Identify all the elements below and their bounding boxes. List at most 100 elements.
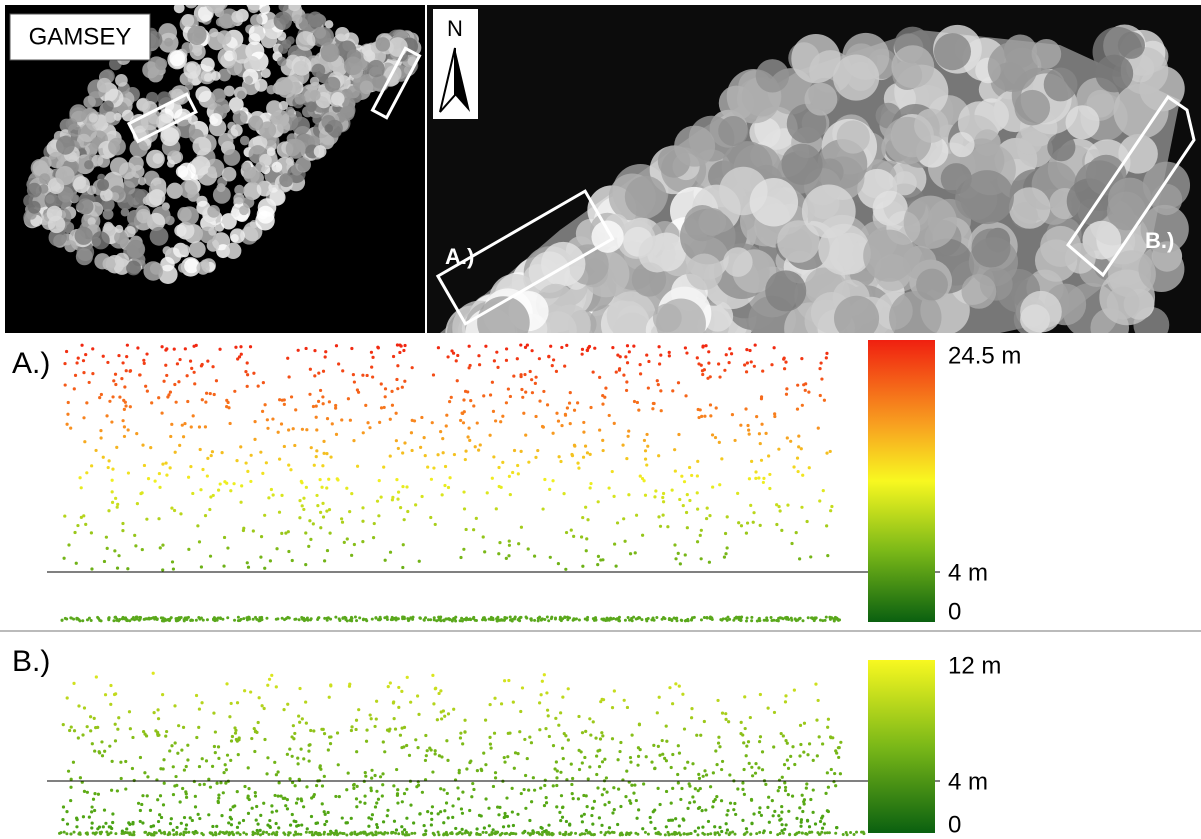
point: [475, 421, 479, 425]
point: [821, 814, 825, 818]
point: [474, 516, 478, 520]
point: [298, 720, 302, 724]
point: [619, 740, 623, 745]
point: [189, 425, 193, 429]
point: [760, 768, 765, 772]
point: [212, 616, 216, 620]
point: [628, 618, 632, 622]
point: [605, 790, 609, 794]
point: [429, 811, 434, 815]
tree-crown: [203, 5, 209, 6]
point: [388, 550, 393, 554]
point: [367, 816, 371, 820]
point: [716, 741, 721, 745]
point: [618, 355, 622, 359]
point: [229, 489, 233, 493]
point: [676, 381, 681, 385]
point: [677, 751, 682, 755]
point: [321, 464, 325, 468]
point: [610, 830, 614, 834]
point: [681, 503, 685, 508]
point: [66, 769, 71, 773]
point: [113, 549, 117, 553]
point: [266, 426, 270, 430]
point: [743, 363, 747, 367]
point: [855, 830, 859, 834]
point: [823, 831, 827, 835]
point: [164, 461, 168, 465]
point: [308, 367, 312, 371]
point: [711, 771, 715, 775]
point: [699, 618, 703, 622]
point: [327, 477, 331, 481]
tree-crown: [961, 274, 997, 309]
point: [612, 786, 616, 790]
point: [352, 786, 356, 790]
tree-crown: [285, 156, 295, 166]
point: [656, 830, 660, 834]
point: [537, 357, 541, 361]
point: [834, 749, 838, 753]
tree-crown: [698, 207, 727, 236]
tree-crown: [185, 5, 198, 9]
point: [745, 361, 749, 365]
point: [568, 391, 572, 395]
point: [218, 347, 222, 351]
point: [398, 350, 402, 355]
tree-crown: [244, 76, 254, 85]
point: [516, 752, 520, 756]
point: [347, 684, 352, 688]
point: [233, 726, 237, 730]
point: [320, 485, 324, 489]
point: [522, 831, 526, 835]
point: [284, 804, 288, 808]
point: [789, 439, 793, 443]
point: [93, 749, 97, 753]
point: [612, 494, 616, 498]
point: [229, 701, 233, 706]
point: [77, 704, 81, 708]
point: [559, 794, 564, 798]
point: [504, 556, 508, 560]
point: [274, 773, 278, 777]
point: [622, 517, 626, 521]
point: [338, 831, 342, 835]
point: [101, 825, 105, 829]
point: [201, 833, 205, 837]
point: [110, 490, 114, 494]
point: [551, 744, 556, 748]
tree-crown: [239, 135, 250, 146]
point: [731, 830, 735, 834]
point: [682, 727, 687, 731]
tree-crown: [313, 26, 327, 39]
point: [586, 518, 590, 522]
point: [802, 800, 806, 804]
point: [799, 820, 803, 824]
point: [265, 616, 269, 620]
point: [485, 491, 489, 495]
point: [307, 544, 311, 548]
point: [410, 418, 414, 422]
point: [133, 618, 137, 622]
point: [178, 443, 182, 447]
point: [507, 474, 511, 478]
point: [63, 361, 67, 366]
point: [181, 725, 186, 729]
point: [819, 361, 823, 365]
point: [195, 831, 199, 835]
point: [318, 764, 322, 768]
point: [807, 825, 812, 829]
point: [533, 788, 537, 792]
point: [287, 428, 291, 432]
point: [414, 503, 418, 507]
tree-crown: [276, 31, 287, 41]
point: [596, 563, 600, 567]
point: [781, 617, 785, 621]
point: [374, 616, 378, 620]
point: [245, 561, 249, 565]
point: [440, 493, 444, 497]
point: [186, 399, 190, 404]
point: [165, 729, 169, 734]
point: [744, 407, 748, 411]
point: [667, 833, 671, 837]
